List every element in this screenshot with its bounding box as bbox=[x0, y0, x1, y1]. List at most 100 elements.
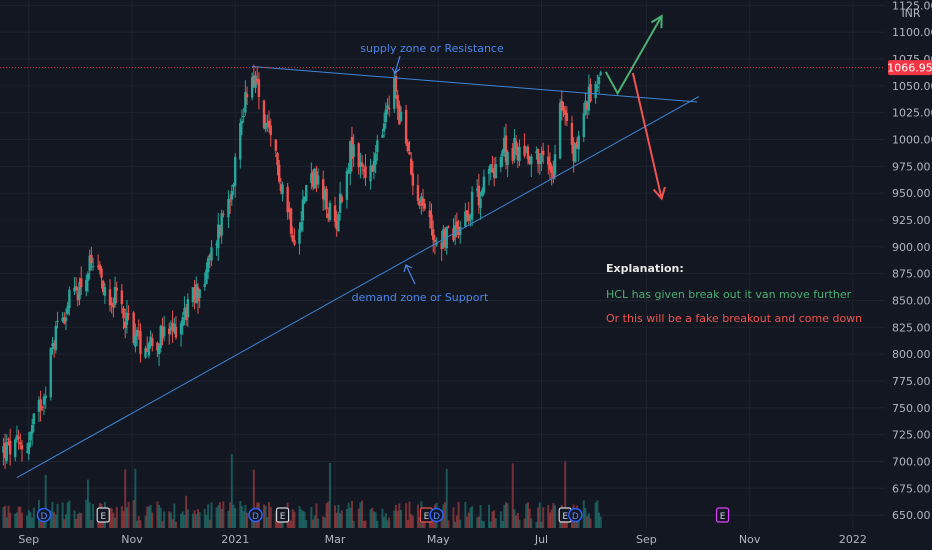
volume-bar bbox=[51, 501, 54, 528]
volume-bar bbox=[80, 513, 83, 528]
candle-body bbox=[516, 147, 520, 161]
volume-bar bbox=[526, 502, 529, 528]
volume-bar bbox=[452, 507, 455, 528]
candle-body bbox=[27, 442, 30, 455]
volume-bar bbox=[369, 509, 372, 528]
projection-arrows[interactable] bbox=[604, 14, 666, 201]
volume-bar bbox=[455, 515, 458, 528]
candle-body bbox=[73, 287, 76, 292]
volume-bar bbox=[78, 512, 81, 528]
volume-bar bbox=[554, 505, 557, 528]
earnings-marker-label: E bbox=[424, 512, 430, 522]
volume-bar bbox=[586, 515, 589, 528]
volume-bar bbox=[467, 512, 470, 528]
volume-bar bbox=[594, 502, 597, 528]
candle-body bbox=[293, 239, 296, 245]
candle-body bbox=[431, 228, 435, 240]
candle-body bbox=[362, 169, 366, 171]
volume-bar bbox=[147, 506, 150, 528]
candle-body bbox=[161, 326, 164, 339]
candle-body bbox=[120, 290, 124, 305]
volume-bar bbox=[68, 500, 71, 528]
price-tick-label: 775.00 bbox=[892, 375, 931, 388]
candle-body bbox=[110, 302, 113, 306]
volume-bar bbox=[471, 506, 474, 528]
candle-body bbox=[61, 318, 64, 322]
candle-body bbox=[350, 136, 354, 159]
candle-body bbox=[203, 284, 206, 287]
volume-bar bbox=[339, 513, 342, 528]
candle-body bbox=[179, 323, 183, 335]
volume-bar bbox=[408, 501, 411, 528]
volume-bar bbox=[530, 518, 533, 528]
dividend-marker-label: D bbox=[433, 512, 440, 522]
volume-bar bbox=[64, 514, 67, 528]
candle-body bbox=[421, 198, 425, 206]
volume-bar bbox=[144, 515, 147, 528]
earnings-marker-label: E bbox=[720, 512, 726, 522]
candle-body bbox=[2, 446, 5, 453]
volume-bar bbox=[489, 521, 492, 528]
candle-body bbox=[191, 287, 195, 303]
price-tick-label: 800.00 bbox=[892, 348, 931, 361]
volume-bar bbox=[108, 507, 111, 528]
volume-bar bbox=[405, 503, 408, 528]
candle-body bbox=[279, 184, 283, 192]
candle-body bbox=[181, 317, 184, 326]
candle-body bbox=[254, 75, 257, 89]
volume-bar bbox=[4, 505, 7, 528]
volume-bar bbox=[207, 504, 210, 528]
price-axis[interactable]: 650.00 675.00 700.00 725.00 750.00 775.00 800.… bbox=[892, 0, 932, 522]
volume-bar bbox=[159, 507, 162, 528]
candle-body bbox=[475, 188, 479, 191]
candles[interactable] bbox=[2, 64, 602, 469]
volume-bar bbox=[493, 510, 496, 528]
volume-bar bbox=[488, 504, 491, 528]
volume-bar bbox=[444, 502, 447, 528]
volume-bar bbox=[494, 518, 497, 528]
price-tick-label: 725.00 bbox=[892, 429, 931, 442]
candle-body bbox=[103, 287, 107, 296]
volume-bar bbox=[288, 519, 291, 528]
candle-body bbox=[420, 196, 423, 203]
time-axis[interactable]: Sep Nov 2021 Mar May Jul Sep Nov 2022 bbox=[18, 533, 866, 546]
volume-bar bbox=[393, 510, 396, 528]
candle-body bbox=[360, 162, 364, 167]
candle-body bbox=[369, 165, 372, 182]
volume-bar bbox=[198, 512, 201, 528]
dividend-marker bbox=[36, 507, 52, 523]
candle-body bbox=[470, 191, 474, 220]
volume-bar bbox=[291, 509, 294, 528]
candle-body bbox=[217, 224, 220, 249]
volume-bar bbox=[550, 509, 553, 528]
volume-bar bbox=[410, 513, 413, 528]
price-tick-label: 825.00 bbox=[892, 321, 931, 334]
volume-bar bbox=[599, 516, 602, 528]
candle-body bbox=[376, 140, 379, 153]
volume-bar bbox=[27, 510, 30, 528]
volume-bar bbox=[315, 503, 318, 528]
volume-bar bbox=[459, 519, 462, 528]
price-tick-label: 950.00 bbox=[892, 187, 931, 200]
candle-body bbox=[585, 102, 589, 110]
dividend-marker-label: D bbox=[572, 512, 579, 522]
candle-body bbox=[352, 144, 355, 157]
candle-body bbox=[594, 83, 597, 99]
price-tick-label: 975.00 bbox=[892, 160, 931, 173]
volume-bar bbox=[92, 503, 95, 528]
volume-bar bbox=[193, 510, 196, 528]
volume-bar bbox=[347, 502, 350, 528]
volume-bar bbox=[54, 514, 57, 528]
candle-body bbox=[174, 326, 178, 338]
candle-body bbox=[310, 173, 313, 184]
candle-body bbox=[501, 150, 504, 156]
volume-bar bbox=[479, 505, 482, 528]
volume-bar bbox=[406, 519, 409, 528]
price-tick-label: 700.00 bbox=[892, 455, 931, 468]
trendlines[interactable] bbox=[16, 66, 700, 478]
volume-bar bbox=[139, 520, 142, 528]
candle-body bbox=[315, 171, 318, 184]
dividend-marker bbox=[248, 507, 263, 523]
